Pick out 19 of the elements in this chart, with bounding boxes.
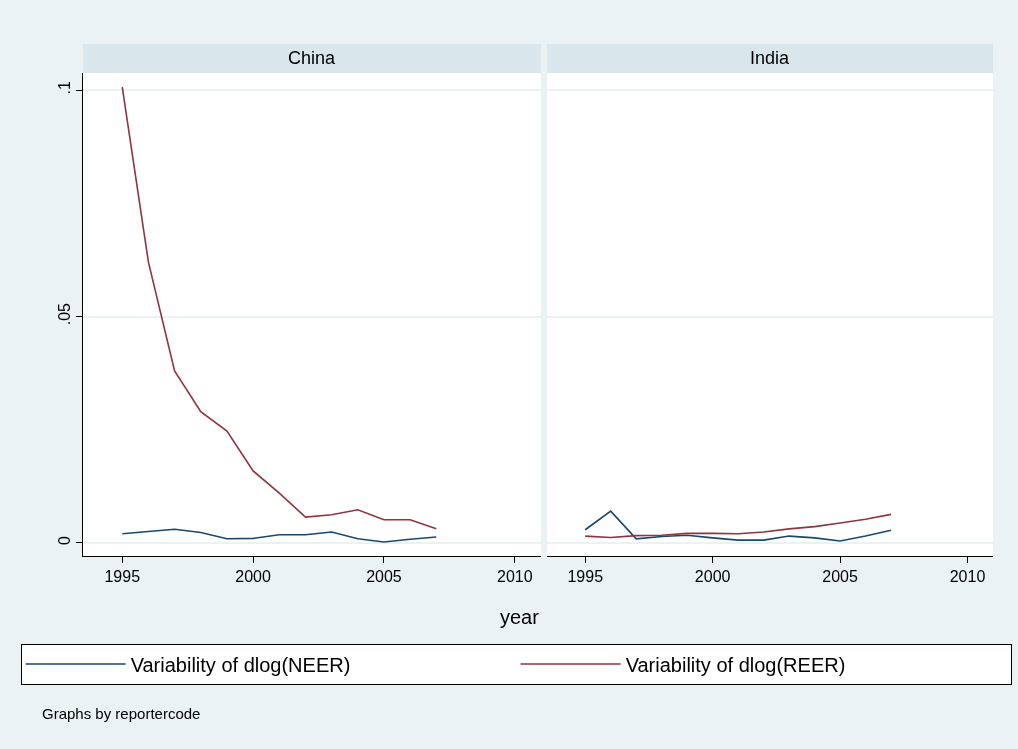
chart-title: India (750, 48, 791, 68)
y-tick-label: 0 (55, 535, 73, 545)
x-tick-label: 2000 (235, 568, 272, 586)
line-series (121, 528, 438, 543)
x-tick-label: 1995 (104, 568, 141, 586)
x-tick-label: 2005 (822, 568, 858, 586)
legend-label: Variability of dlog(REER) (625, 653, 846, 676)
chart-title: China (288, 48, 337, 68)
x-axis-title: year (500, 606, 540, 628)
line-series (121, 86, 438, 530)
x-tick-label: 2000 (694, 568, 731, 586)
legend-label: Variability of dlog(NEER) (130, 653, 351, 676)
x-tick-label: 1995 (567, 568, 604, 586)
text: Graphs by reportercode (42, 705, 201, 722)
x-tick-label: 2005 (366, 568, 402, 586)
y-tick-label: .1 (55, 81, 73, 95)
x-tick-label: 2010 (949, 568, 986, 586)
y-tick-label: .05 (55, 302, 73, 326)
x-tick-label: 2010 (497, 568, 533, 586)
